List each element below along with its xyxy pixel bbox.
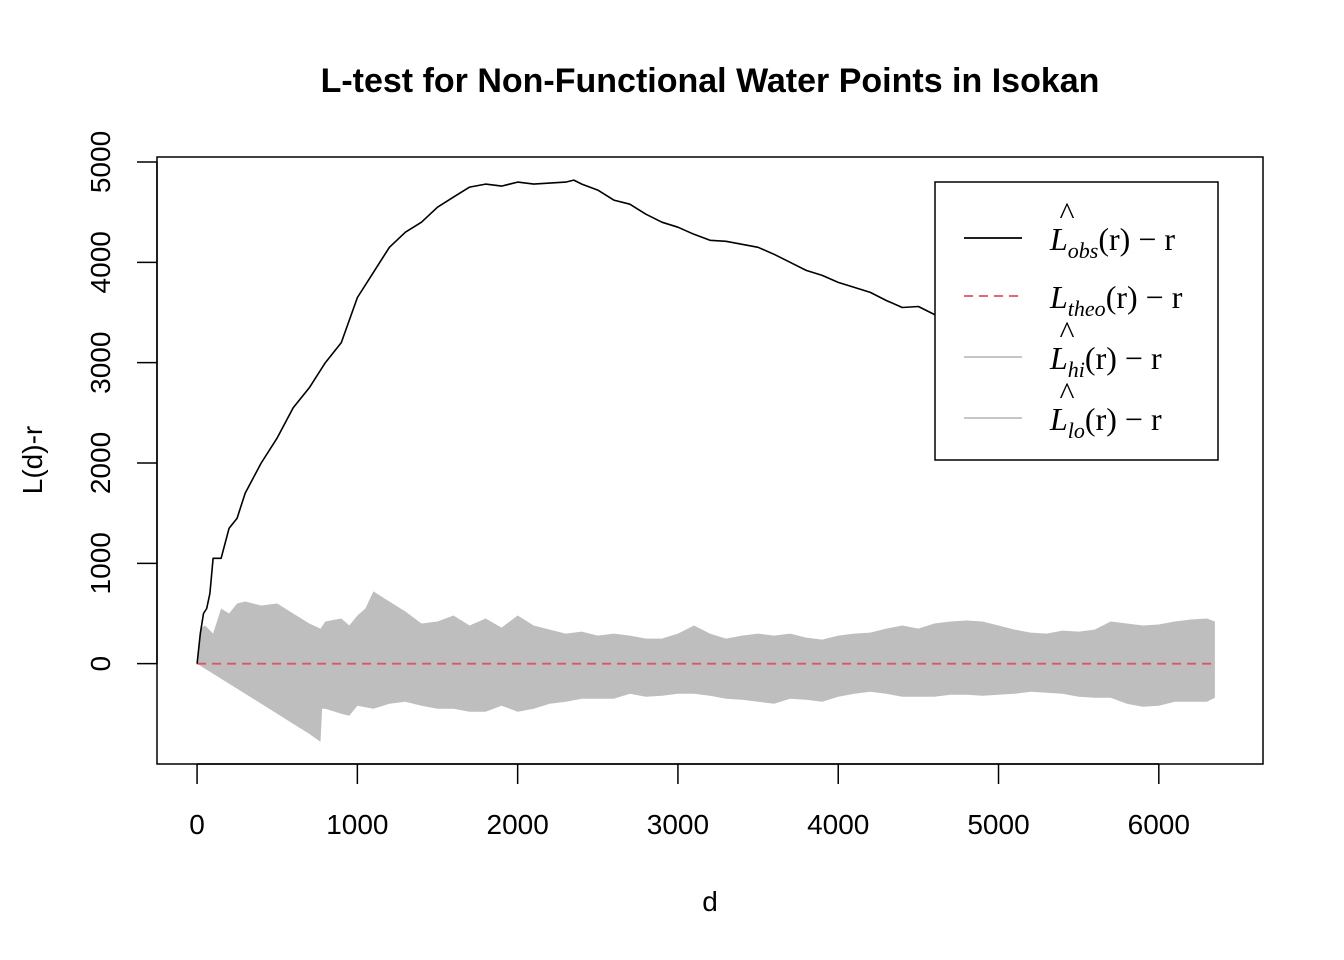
x-tick-label: 6000 [1128,809,1190,840]
chart-title: L-test for Non-Functional Water Points i… [321,62,1100,100]
y-tick-label: 2000 [85,432,116,494]
legend-lo-text: Llo(r) − r [1049,401,1162,443]
legend-hi-hat: ^ [1059,314,1074,350]
y-tick-label: 4000 [85,231,116,293]
legend-hi-label: ^Lhi(r) − r [1049,314,1162,382]
y-axis: 0 1000 2000 3000 4000 5000 [85,131,158,672]
y-tick-label: 5000 [85,131,116,193]
x-axis: 0 1000 2000 3000 4000 5000 6000 [189,763,1190,840]
legend-obs-hat: ^ [1059,195,1074,231]
y-tick-label: 1000 [85,532,116,594]
legend-obs-text: Lobs(r) − r [1049,221,1175,263]
y-tick-label: 3000 [85,332,116,394]
legend-box [934,181,1219,461]
x-tick-label: 4000 [807,809,869,840]
x-tick-label: 1000 [326,809,388,840]
envelope-band [197,591,1215,742]
x-tick-label: 2000 [487,809,549,840]
x-axis-label: d [702,886,718,917]
legend-hi-text: Lhi(r) − r [1049,340,1162,382]
legend-theo-label: Ltheo(r) − r [1049,279,1183,321]
x-tick-label: 5000 [967,809,1029,840]
y-tick-label: 0 [85,656,116,672]
x-tick-label: 0 [189,809,205,840]
x-tick-label: 3000 [647,809,709,840]
legend-lo-label: ^Llo(r) − r [1049,375,1162,443]
legend-lo-hat: ^ [1059,375,1074,411]
y-axis-label: L(d)-r [17,426,48,494]
legend-obs-label: ^Lobs(r) − r [1049,195,1175,263]
legend-theo-text: Ltheo(r) − r [1049,279,1183,321]
